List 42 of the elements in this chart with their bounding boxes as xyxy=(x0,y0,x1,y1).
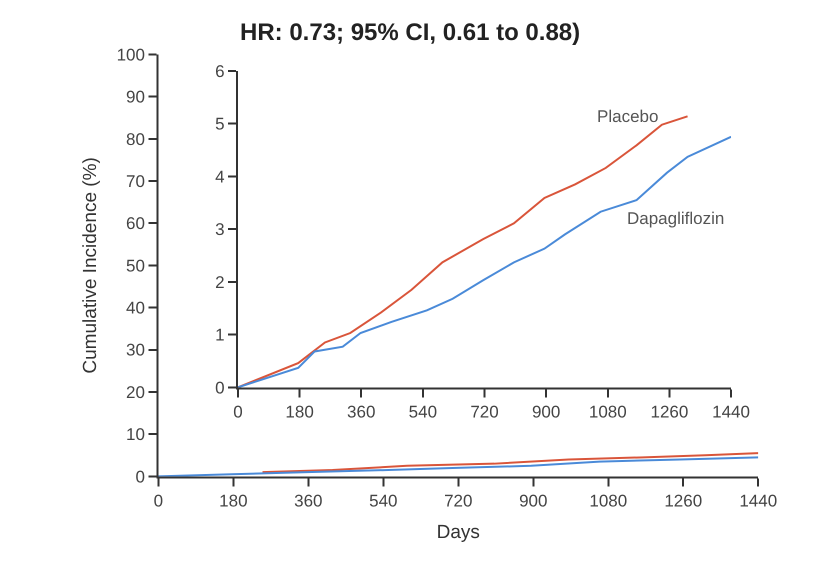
y-tick-label: 0 xyxy=(135,467,145,486)
y-tick-label: 6 xyxy=(215,62,225,81)
x-tick-label: 1260 xyxy=(650,402,688,422)
x-axis-title: Days xyxy=(436,522,480,544)
series-label: Placebo xyxy=(597,107,658,126)
y-tick-label: 70 xyxy=(126,172,145,191)
x-tick-label: 1080 xyxy=(588,402,627,422)
x-tick-label: 720 xyxy=(444,492,472,511)
x-tick-label: 180 xyxy=(285,402,314,422)
y-tick-label: 0 xyxy=(215,378,225,398)
x-tick-label: 0 xyxy=(233,402,243,422)
y-tick-label: 4 xyxy=(215,167,225,186)
y-tick-label: 40 xyxy=(126,298,145,318)
y-tick-label: 3 xyxy=(215,220,225,240)
x-tick-label: 360 xyxy=(294,492,323,511)
x-tick-label: 0 xyxy=(154,492,164,511)
y-tick-label: 10 xyxy=(126,425,145,444)
y-tick-label: 80 xyxy=(126,130,145,149)
x-tick-label: 540 xyxy=(369,492,398,511)
y-tick-label: 2 xyxy=(215,272,225,292)
line-series xyxy=(262,452,758,474)
y-tick-label: 60 xyxy=(126,214,145,234)
x-tick-label: 1440 xyxy=(712,402,750,422)
y-tick-label: 90 xyxy=(126,88,145,107)
x-tick-label: 1080 xyxy=(589,492,628,511)
x-tick-label: 540 xyxy=(408,402,438,422)
y-tick-label: 50 xyxy=(126,256,145,276)
x-tick-label: 1440 xyxy=(739,492,778,511)
y-tick-label: 1 xyxy=(215,326,225,345)
x-tick-label: 720 xyxy=(470,402,499,422)
x-tick-label: 1260 xyxy=(664,492,702,511)
x-tick-label: 360 xyxy=(347,402,376,422)
y-tick-label: 20 xyxy=(126,382,145,402)
x-tick-label: 900 xyxy=(532,402,560,422)
y-tick-label: 5 xyxy=(215,114,225,134)
x-tick-label: 900 xyxy=(519,492,548,511)
y-tick-label: 30 xyxy=(126,340,145,360)
x-tick-label: 180 xyxy=(219,492,248,511)
series-label: Dapagliflozin xyxy=(627,209,724,228)
y-tick-label: 100 xyxy=(116,45,145,64)
y-axis-title: Cumulative Incidence (%) xyxy=(80,157,101,374)
chart-title: HR: 0.73; 95% CI, 0.61 to 0.88) xyxy=(240,19,580,46)
